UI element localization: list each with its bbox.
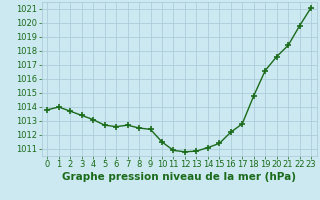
X-axis label: Graphe pression niveau de la mer (hPa): Graphe pression niveau de la mer (hPa) xyxy=(62,172,296,182)
